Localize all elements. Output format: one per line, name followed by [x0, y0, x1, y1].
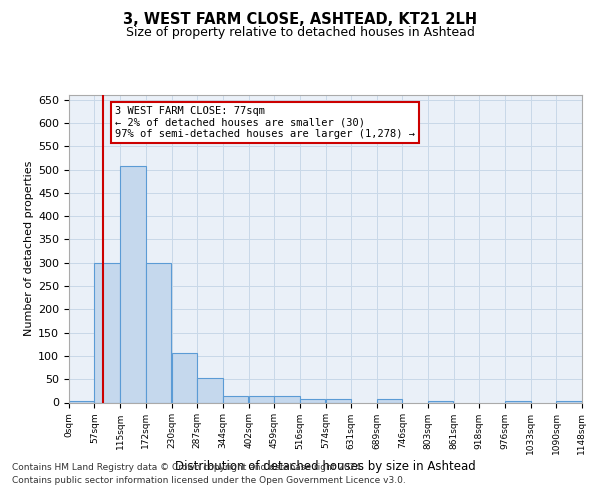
Bar: [94, 262, 120, 402]
Bar: [377, 399, 403, 402]
Bar: [325, 399, 351, 402]
Text: Contains public sector information licensed under the Open Government Licence v3: Contains public sector information licen…: [12, 476, 406, 485]
Text: 3, WEST FARM CLOSE, ASHTEAD, KT21 2LH: 3, WEST FARM CLOSE, ASHTEAD, KT21 2LH: [123, 12, 477, 28]
X-axis label: Distribution of detached houses by size in Ashtead: Distribution of detached houses by size …: [175, 460, 476, 473]
Bar: [223, 396, 248, 402]
Text: Size of property relative to detached houses in Ashtead: Size of property relative to detached ho…: [125, 26, 475, 39]
Bar: [274, 396, 299, 402]
Text: Contains HM Land Registry data © Crown copyright and database right 2024.: Contains HM Land Registry data © Crown c…: [12, 464, 364, 472]
Y-axis label: Number of detached properties: Number of detached properties: [24, 161, 34, 336]
Bar: [428, 401, 454, 402]
Bar: [172, 352, 197, 403]
Bar: [197, 378, 223, 402]
Text: 3 WEST FARM CLOSE: 77sqm
← 2% of detached houses are smaller (30)
97% of semi-de: 3 WEST FARM CLOSE: 77sqm ← 2% of detache…: [115, 106, 415, 139]
Bar: [299, 399, 325, 402]
Bar: [146, 262, 172, 402]
Bar: [248, 396, 274, 402]
Bar: [505, 401, 530, 402]
Bar: [121, 166, 146, 402]
Bar: [69, 401, 94, 402]
Bar: [556, 401, 581, 402]
